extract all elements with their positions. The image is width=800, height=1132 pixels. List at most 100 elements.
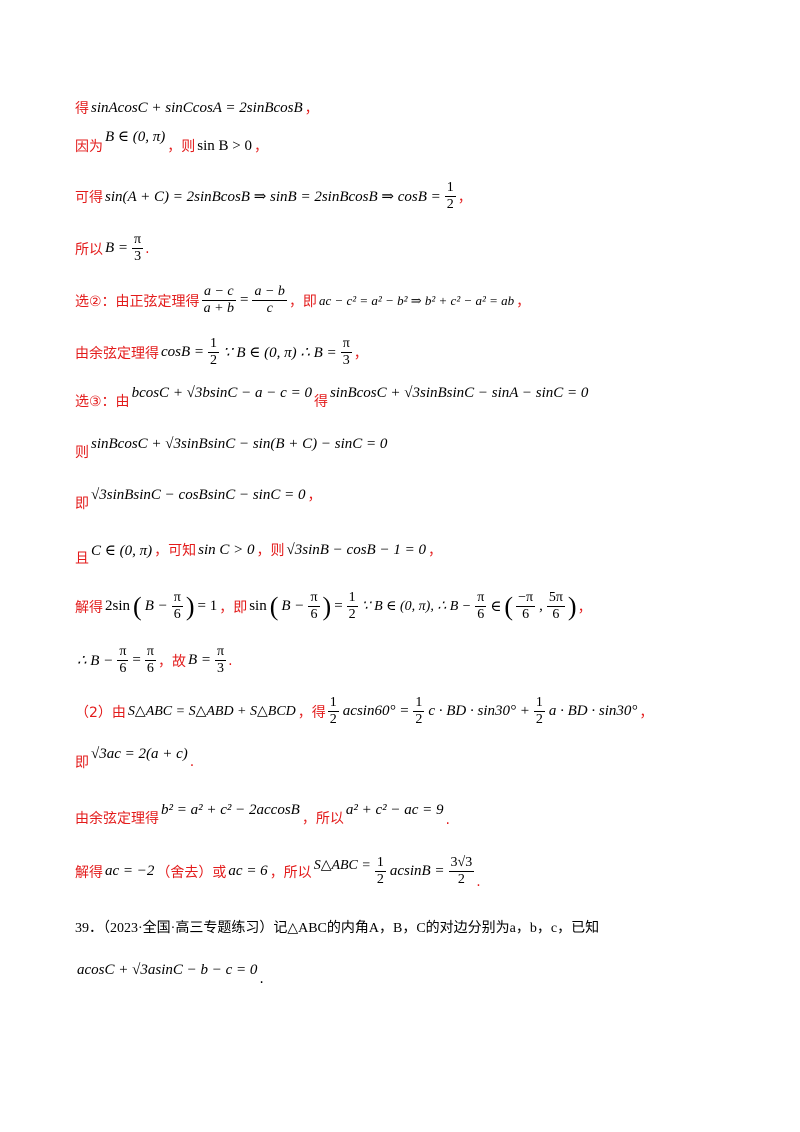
text: 即 (75, 755, 89, 771)
math-expression: sinAcosC + sinCcosA = 2sinBcosB (91, 99, 303, 116)
math-expression: sinBcosC + √3sinBsinC − sinA − sinC = 0 (329, 384, 589, 401)
math-expression: sin (249, 598, 267, 614)
math-expression: S△ABC = S△ABD + S△BCD (127, 704, 296, 719)
solution-line-10: 且 C ∈ (0, π) ，可知 sin C > 0 ，则 √3sinB − c… (75, 540, 740, 568)
solution-line-1: 得 sinAcosC + sinCcosA = 2sinBcosB ， (75, 98, 740, 118)
math-expression: c · BD · sin30° + (428, 703, 530, 719)
problem-39-statement: 39．（2023·全国·高三专题练习）记△ABC的内角A，B，C的对边分别为a，… (75, 917, 740, 937)
solution-line-2: 因为 B ∈ (0, π) ，则 sin B > 0 ， (75, 129, 740, 156)
text: （2）由 (75, 704, 126, 721)
solution-line-8: 则 sinBcosC + √3sinBsinC − sin(B + C) − s… (75, 434, 740, 462)
math-expression: 2sin (105, 598, 131, 614)
math-expression: B = (187, 652, 211, 668)
math-expression: ∴ B − (77, 653, 114, 669)
problem-text: 39．（2023·全国·高三专题练习）记△ABC的内角A，B，C的对边分别为a，… (75, 921, 600, 936)
fraction: 5π 6 (546, 590, 565, 622)
text: ，故 (157, 653, 186, 670)
math-expression: = 1 (197, 598, 218, 614)
math-expression: ∈ (490, 599, 502, 615)
text: ， (353, 345, 368, 362)
math-expression: ac − c² = a² − b² ⇒ b² + c² − a² = ab (318, 292, 515, 308)
math-expression: acosC + √3asinC − b − c = 0 (77, 962, 258, 978)
text: 则 (75, 445, 89, 461)
text: 选③：由 (75, 394, 130, 410)
solution-line-3: 可得 sin(A + C) = 2sinBcosB ⇒ sinB = 2sinB… (75, 180, 740, 213)
math-expression: bcosC + √3bsinC − a − c = 0 (131, 384, 312, 401)
text: ， (457, 189, 472, 206)
text: ， (577, 599, 592, 616)
math-expression: B ∈ (0, π) (105, 128, 166, 145)
math-expression: sin C > 0 (198, 541, 255, 558)
text: 可得 (75, 189, 103, 206)
text: 由余弦定理得 (75, 345, 159, 362)
text: . (259, 970, 264, 987)
math-expression: sin(A + C) = 2sinBcosB ⇒ sinB = 2sinBcos… (105, 189, 441, 205)
text: 解得 (75, 599, 103, 616)
math-expression: b² = a² + c² − 2accosB (161, 801, 300, 818)
text: . (145, 240, 150, 257)
text: ，即 (288, 293, 317, 310)
text: 选②：由正弦定理得 (75, 293, 200, 310)
text: ，则 (256, 543, 285, 559)
text: ，所以 (301, 811, 344, 827)
problem-39-condition: acosC + √3asinC − b − c = 0 . (75, 962, 740, 987)
math-expression: cosB = (161, 344, 205, 360)
solution-line-15: 由余弦定理得 b² = a² + c² − 2accosB ，所以 a² + c… (75, 800, 740, 829)
solution-line-9: 即 √3sinBsinC − cosBsinC − sinC = 0 ， (75, 485, 740, 513)
math-expression: √3sinBsinC − cosBsinC − sinC = 0 (91, 486, 306, 503)
math-expression: B − (144, 598, 168, 614)
math-expression: B − (281, 598, 305, 614)
text: ， (427, 543, 442, 559)
text: ，可知 (154, 543, 197, 559)
text: ，所以 (269, 864, 312, 881)
text: . (445, 812, 450, 828)
text: 因为 (75, 139, 103, 155)
math-expression: acsinB = (389, 863, 445, 879)
text: ，则 (167, 139, 196, 155)
math-expression: ∵ B ∈ (0, π) ∴ B = (223, 345, 337, 361)
solution-line-7: 选③：由 bcosC + √3bsinC − a − c = 0 得 sinBc… (75, 383, 740, 411)
math-expression: S△ABC = (313, 858, 371, 873)
math-expression: sin B > 0 (197, 137, 253, 154)
math-expression: a² + c² − ac = 9 (345, 801, 444, 818)
math-expression: = (240, 292, 249, 308)
text: . (189, 754, 195, 770)
text: . (476, 873, 481, 890)
text: ， (254, 139, 269, 155)
math-expression: √3ac = 2(a + c) (91, 745, 188, 762)
math-expression: ac = 6 (228, 863, 268, 879)
text: ， (639, 704, 654, 721)
text: 所以 (75, 241, 103, 258)
fraction: 3√3 2 (448, 855, 475, 887)
fraction: −π 6 (516, 590, 536, 622)
text: ，得 (297, 704, 326, 721)
math-expression: B = (105, 240, 129, 256)
math-expression: = (334, 598, 343, 614)
text: ， (304, 101, 319, 117)
text: ， (307, 488, 322, 504)
text: 即 (75, 496, 89, 512)
math-expression: sinBcosC + √3sinBsinC − sin(B + C) − sin… (91, 435, 388, 452)
math-expression: acsin60° = (342, 703, 410, 719)
text: 解得 (75, 864, 103, 881)
text: 得 (313, 394, 328, 410)
